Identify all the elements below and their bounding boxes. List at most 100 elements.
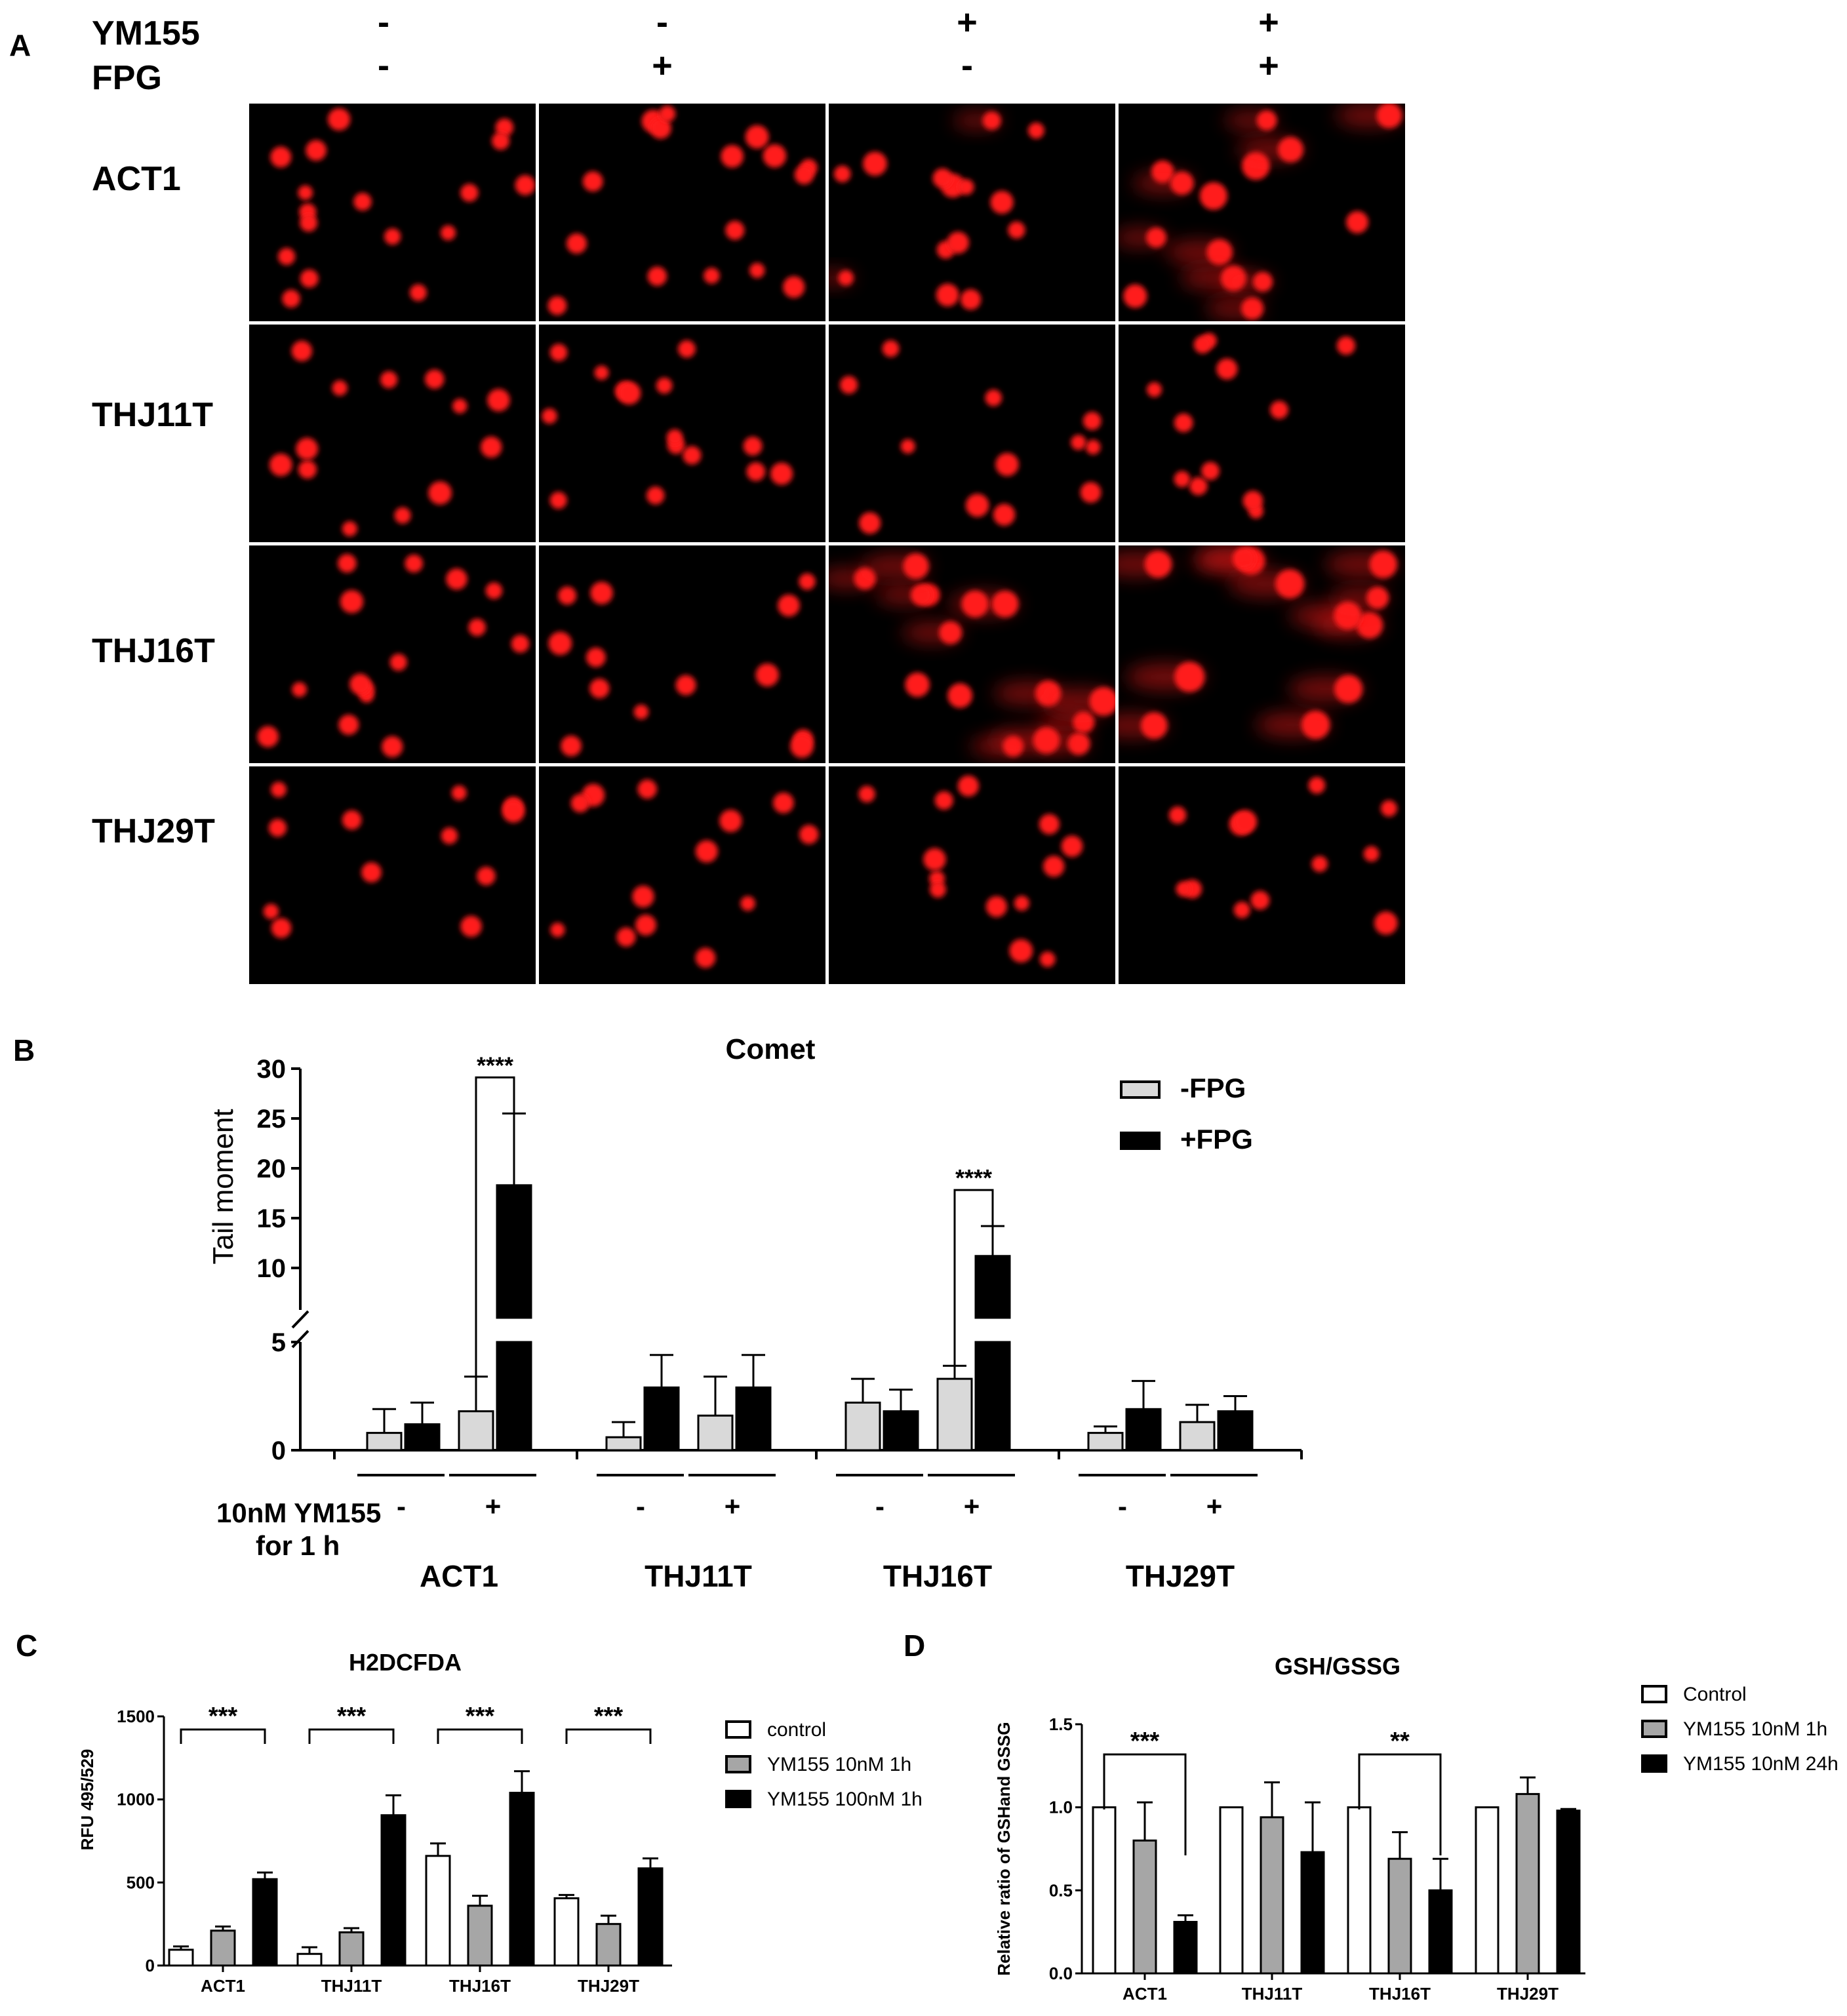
treatment-sign: +: [652, 46, 673, 85]
legend-label: YM155 10nM 24h: [1683, 1753, 1838, 1775]
nucleus: [770, 462, 793, 485]
condition-sign: -: [636, 1491, 645, 1522]
micrograph: [1119, 325, 1405, 542]
bar: [844, 1401, 881, 1452]
condition-sign: -: [875, 1491, 884, 1522]
nucleus: [647, 266, 667, 287]
nucleus: [704, 267, 720, 284]
legend-swatch: [1641, 1720, 1667, 1738]
nucleus: [271, 781, 287, 798]
nucleus: [1071, 435, 1086, 450]
nucleus: [1216, 358, 1238, 380]
nucleus: [695, 840, 718, 863]
nucleus: [1252, 271, 1273, 292]
bar: [168, 1948, 194, 1967]
nucleus: [1009, 939, 1033, 963]
nucleus: [745, 125, 769, 149]
nucleus: [646, 486, 665, 505]
nucleus: [616, 927, 636, 947]
nucleus: [594, 365, 609, 380]
nuclei: [1147, 332, 1356, 519]
nucleus: [1043, 856, 1065, 877]
nucleus: [1308, 776, 1326, 794]
micrograph-background: [249, 545, 536, 763]
bar: [338, 1931, 365, 1967]
nucleus: [1250, 890, 1270, 910]
bar: [425, 1855, 451, 1967]
bar: [605, 1436, 642, 1452]
nucleus: [1140, 712, 1168, 740]
y-axis-label: Tail moment: [207, 1109, 239, 1264]
bar: [883, 1410, 919, 1452]
nucleus: [982, 111, 1001, 130]
micrograph: [249, 766, 536, 984]
nucleus: [838, 270, 854, 286]
x-tick-label: THJ16T: [449, 1976, 511, 1996]
y-tick-label: 1500: [117, 1707, 155, 1726]
bar: [1087, 1432, 1124, 1452]
y-tick-label: 30: [257, 1055, 287, 1084]
nucleus: [666, 429, 683, 446]
nucleus: [1080, 482, 1102, 504]
nucleus: [492, 132, 510, 150]
nucleus: [1170, 171, 1194, 195]
nucleus: [542, 408, 557, 424]
bar: [637, 1867, 664, 1967]
nucleus: [296, 437, 319, 460]
nucleus: [1073, 711, 1095, 734]
nucleus: [515, 174, 536, 195]
nucleus: [1201, 462, 1220, 481]
nucleus: [338, 715, 359, 735]
nucleus: [656, 377, 673, 394]
group-label: THJ11T: [645, 1559, 752, 1593]
nucleus: [659, 106, 676, 123]
micrograph-grid: [249, 104, 1405, 984]
panel-a-label: A: [9, 28, 31, 62]
nucleus: [1014, 896, 1029, 911]
bar: [496, 1341, 532, 1452]
nuclei: [1119, 104, 1402, 320]
nucleus: [561, 735, 582, 757]
bar: [1173, 1920, 1198, 1975]
y-tick-label: 10: [257, 1254, 287, 1283]
significance-label: ***: [466, 1703, 495, 1730]
bar: [1515, 1792, 1540, 1975]
micrograph: [829, 104, 1115, 321]
x-tick-label: THJ11T: [321, 1976, 382, 1996]
nucleus: [985, 389, 1002, 406]
nucleus: [257, 726, 279, 747]
y-tick-label: 0: [146, 1956, 155, 1975]
x-row-label: for 1 h: [256, 1530, 340, 1561]
h2dcfda-chart: H2DCFDA RFU 495/529 0 500 1000 1500 ACT1 THJ11T…: [77, 1649, 923, 1996]
nuclei: [839, 340, 1102, 534]
bar: [252, 1878, 278, 1967]
nucleus: [772, 792, 794, 814]
significance-bracket: [1103, 1753, 1187, 1855]
nucleus: [1193, 336, 1212, 354]
micrograph-background: [249, 325, 536, 542]
group-label: THJ29T: [1126, 1559, 1235, 1593]
row-label: THJ16T: [92, 632, 215, 670]
nucleus: [306, 140, 327, 161]
nucleus: [965, 494, 989, 517]
nucleus: [590, 582, 613, 604]
bar: [1092, 1806, 1117, 1975]
panel-d-label: D: [904, 1629, 925, 1663]
bar: [1428, 1889, 1453, 1975]
nucleus: [446, 568, 467, 590]
nucleus: [936, 283, 959, 307]
legend-label: +FPG: [1180, 1124, 1253, 1155]
significance-bracket: [437, 1728, 523, 1744]
nucleus: [678, 340, 696, 358]
nuclei: [542, 340, 793, 509]
bar: [735, 1386, 772, 1452]
nucleus: [1275, 569, 1305, 599]
nucleus: [1363, 846, 1380, 862]
nucleus: [882, 340, 900, 357]
nucleus: [799, 573, 816, 590]
nucleus: [1336, 336, 1356, 355]
nucleus: [263, 903, 279, 919]
nucleus: [683, 446, 702, 465]
nucleus: [589, 678, 610, 699]
comet-chart: Comet Tail moment 0 5 10 15 20 25 30 - + ACT1 - + THJ1…: [207, 1033, 1303, 1593]
